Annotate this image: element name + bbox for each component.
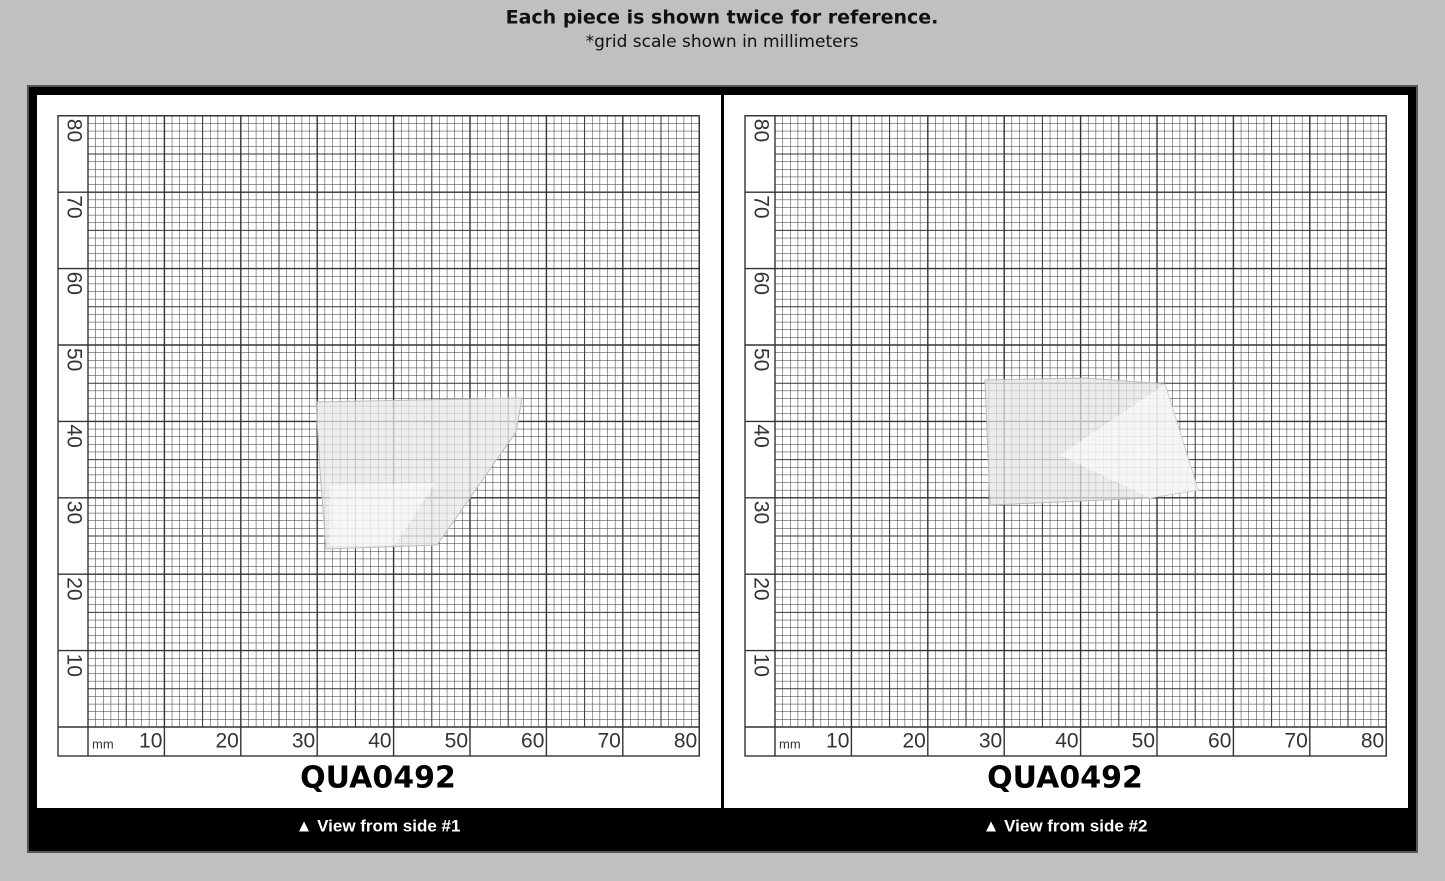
x-tick-label: 60 (1208, 730, 1231, 753)
y-tick-label: 60 (749, 272, 772, 295)
crystal-facet (330, 483, 435, 546)
y-tick-label: 70 (62, 195, 85, 218)
y-tick-label: 10 (749, 654, 772, 677)
y-tick-label: 10 (62, 654, 85, 677)
y-tick-label: 40 (62, 424, 85, 447)
x-tick-label: 50 (445, 730, 468, 753)
y-tick-label: 80 (62, 119, 85, 142)
x-tick-label: 70 (1284, 730, 1307, 753)
y-tick-label: 50 (749, 348, 772, 371)
x-tick-label: 20 (902, 730, 925, 753)
y-tick-label: 20 (749, 577, 772, 600)
y-tick-label: 40 (749, 424, 772, 447)
x-tick-label: 20 (215, 730, 238, 753)
caption: ▲ View from side #2 (983, 816, 1148, 835)
x-tick-label: 30 (979, 730, 1002, 753)
grid-panel: mm 10 20 30 40 50 60 70 80 10 20 30 40 50 60 70 80 QUA049… (57, 115, 700, 835)
subtitle: *grid scale shown in millimeters (586, 32, 859, 52)
x-tick-label: 10 (139, 730, 162, 753)
y-tick-label: 30 (62, 501, 85, 524)
x-tick-label: 40 (368, 730, 391, 753)
x-tick-label: 60 (521, 730, 544, 753)
x-tick-label: 40 (1055, 730, 1078, 753)
scale-border (744, 115, 1387, 757)
product-code: QUA0492 (987, 761, 1143, 796)
y-tick-label: 80 (749, 119, 772, 142)
y-tick-label: 70 (749, 195, 772, 218)
scale-border (57, 115, 700, 757)
x-tick-label: 80 (674, 730, 697, 753)
y-tick-label: 50 (62, 348, 85, 371)
x-tick-label: 50 (1132, 730, 1155, 753)
unit-label: mm (92, 736, 114, 751)
unit-label: mm (779, 736, 801, 751)
crystal-facet (1060, 384, 1198, 498)
title: Each piece is shown twice for reference. (506, 7, 939, 29)
x-tick-label: 80 (1361, 730, 1384, 753)
y-tick-label: 20 (62, 577, 85, 600)
y-tick-label: 30 (749, 501, 772, 524)
x-tick-label: 10 (826, 730, 849, 753)
product-code: QUA0492 (300, 761, 456, 796)
x-tick-label: 70 (597, 730, 620, 753)
x-tick-label: 30 (292, 730, 315, 753)
caption: ▲ View from side #1 (296, 816, 461, 835)
y-tick-label: 60 (62, 272, 85, 295)
